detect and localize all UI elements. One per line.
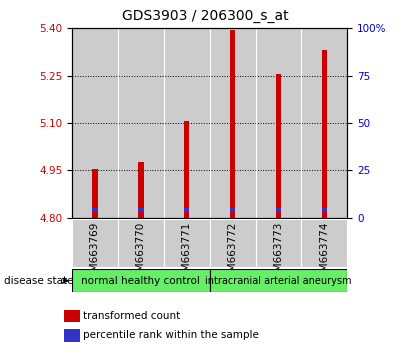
Bar xyxy=(210,219,256,267)
Bar xyxy=(138,162,143,218)
Text: disease state: disease state xyxy=(4,276,74,286)
Bar xyxy=(64,309,80,322)
Text: GSM663769: GSM663769 xyxy=(90,222,100,285)
Bar xyxy=(210,269,347,292)
Bar xyxy=(164,219,210,267)
Bar xyxy=(184,208,189,212)
Bar xyxy=(230,208,236,212)
Bar xyxy=(92,169,98,218)
Bar xyxy=(92,208,98,212)
Bar xyxy=(118,219,164,267)
Text: GSM663772: GSM663772 xyxy=(228,222,238,285)
Text: GSM663771: GSM663771 xyxy=(182,222,192,285)
Bar xyxy=(301,219,347,267)
Bar xyxy=(276,208,281,212)
Bar xyxy=(138,208,143,212)
Bar xyxy=(230,30,236,218)
Bar xyxy=(184,121,189,218)
Text: GDS3903 / 206300_s_at: GDS3903 / 206300_s_at xyxy=(122,9,289,23)
Bar xyxy=(321,208,327,212)
Text: normal healthy control: normal healthy control xyxy=(81,275,200,286)
Text: GSM663773: GSM663773 xyxy=(273,222,284,285)
Bar xyxy=(64,329,80,342)
Text: intracranial arterial aneurysm: intracranial arterial aneurysm xyxy=(205,275,352,286)
Bar xyxy=(256,219,301,267)
Bar xyxy=(321,50,327,218)
Bar xyxy=(72,219,118,267)
Bar xyxy=(72,269,210,292)
Bar xyxy=(276,74,281,218)
Text: percentile rank within the sample: percentile rank within the sample xyxy=(83,330,259,341)
Text: GSM663774: GSM663774 xyxy=(319,222,329,285)
Text: transformed count: transformed count xyxy=(83,311,180,321)
Text: GSM663770: GSM663770 xyxy=(136,222,146,285)
